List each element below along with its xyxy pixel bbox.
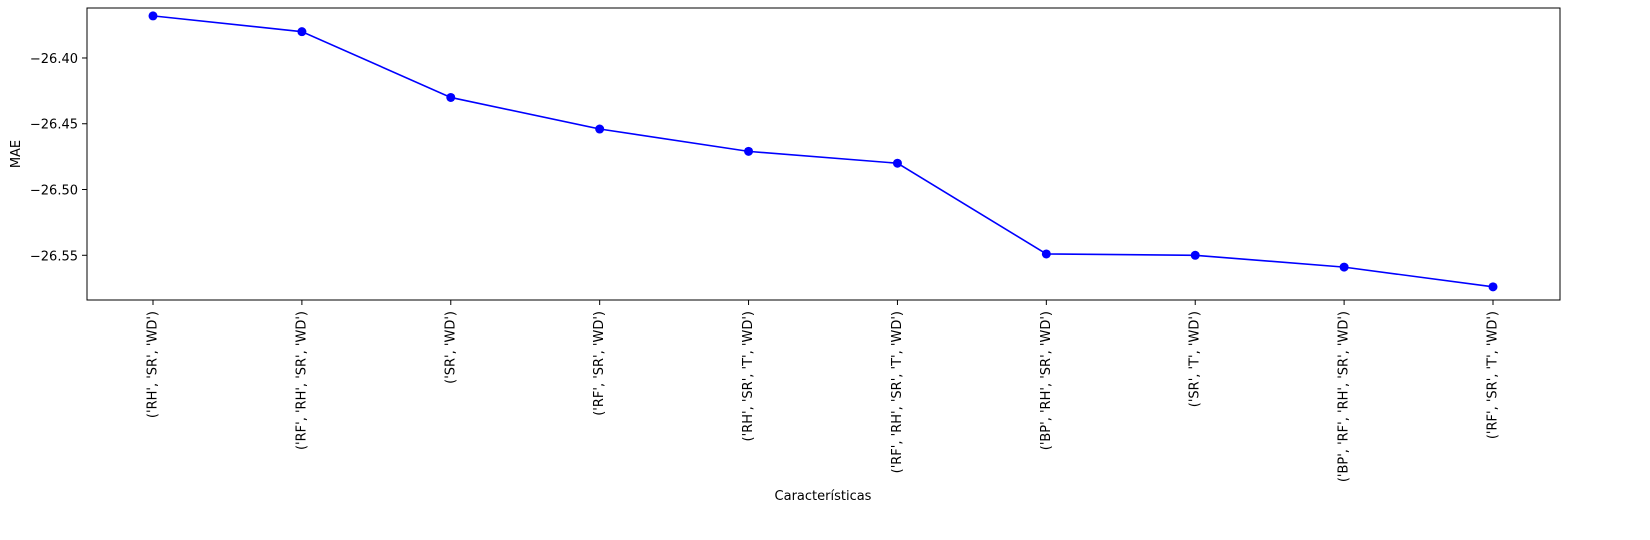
data-point bbox=[297, 27, 307, 37]
data-point bbox=[892, 158, 902, 168]
y-axis: −26.40 −26.45 −26.50 −26.55 bbox=[30, 52, 87, 264]
data-point bbox=[1488, 282, 1498, 292]
x-tick-label: ('RF', 'RH', 'SR', 'WD') bbox=[294, 311, 309, 450]
series-line bbox=[152, 15, 1494, 288]
x-tick-label: ('RF', 'SR', 'WD') bbox=[592, 311, 607, 416]
axes-frame bbox=[86, 7, 1561, 301]
series-line-group bbox=[148, 11, 1498, 292]
data-point bbox=[1190, 250, 1200, 260]
x-tick-label: ('SR', 'T', 'WD') bbox=[1188, 311, 1203, 407]
x-tick-label: ('RH', 'SR', 'T', 'WD') bbox=[741, 311, 756, 441]
data-point bbox=[744, 146, 754, 156]
x-tick-label: ('RF', 'RH', 'SR', 'T', 'WD') bbox=[890, 311, 905, 473]
x-tick-label: ('RH', 'SR', 'WD') bbox=[146, 311, 161, 418]
data-point bbox=[148, 11, 158, 21]
data-point bbox=[1041, 249, 1051, 259]
y-tick-label: −26.50 bbox=[30, 184, 78, 199]
x-tick-label: ('BP', 'RF', 'RH', 'SR', 'WD') bbox=[1337, 311, 1352, 482]
data-point bbox=[446, 92, 456, 102]
plot-area bbox=[86, 7, 1561, 301]
data-point bbox=[1339, 262, 1349, 272]
y-tick-label: −26.40 bbox=[30, 52, 78, 67]
x-tick-label: ('SR', 'WD') bbox=[443, 311, 458, 384]
y-tick-label: −26.45 bbox=[30, 118, 78, 133]
data-point bbox=[595, 124, 605, 134]
x-tick-label: ('BP', 'RH', 'SR', 'WD') bbox=[1039, 311, 1054, 450]
y-tick-label: −26.55 bbox=[30, 249, 78, 264]
x-tick-label: ('RF', 'SR', 'T', 'WD') bbox=[1486, 311, 1501, 439]
x-axis-label: Características bbox=[775, 489, 872, 504]
y-axis-label: MAE bbox=[9, 140, 24, 168]
x-axis: ('RH', 'SR', 'WD') ('RF', 'RH', 'SR', 'WD… bbox=[146, 300, 1501, 482]
